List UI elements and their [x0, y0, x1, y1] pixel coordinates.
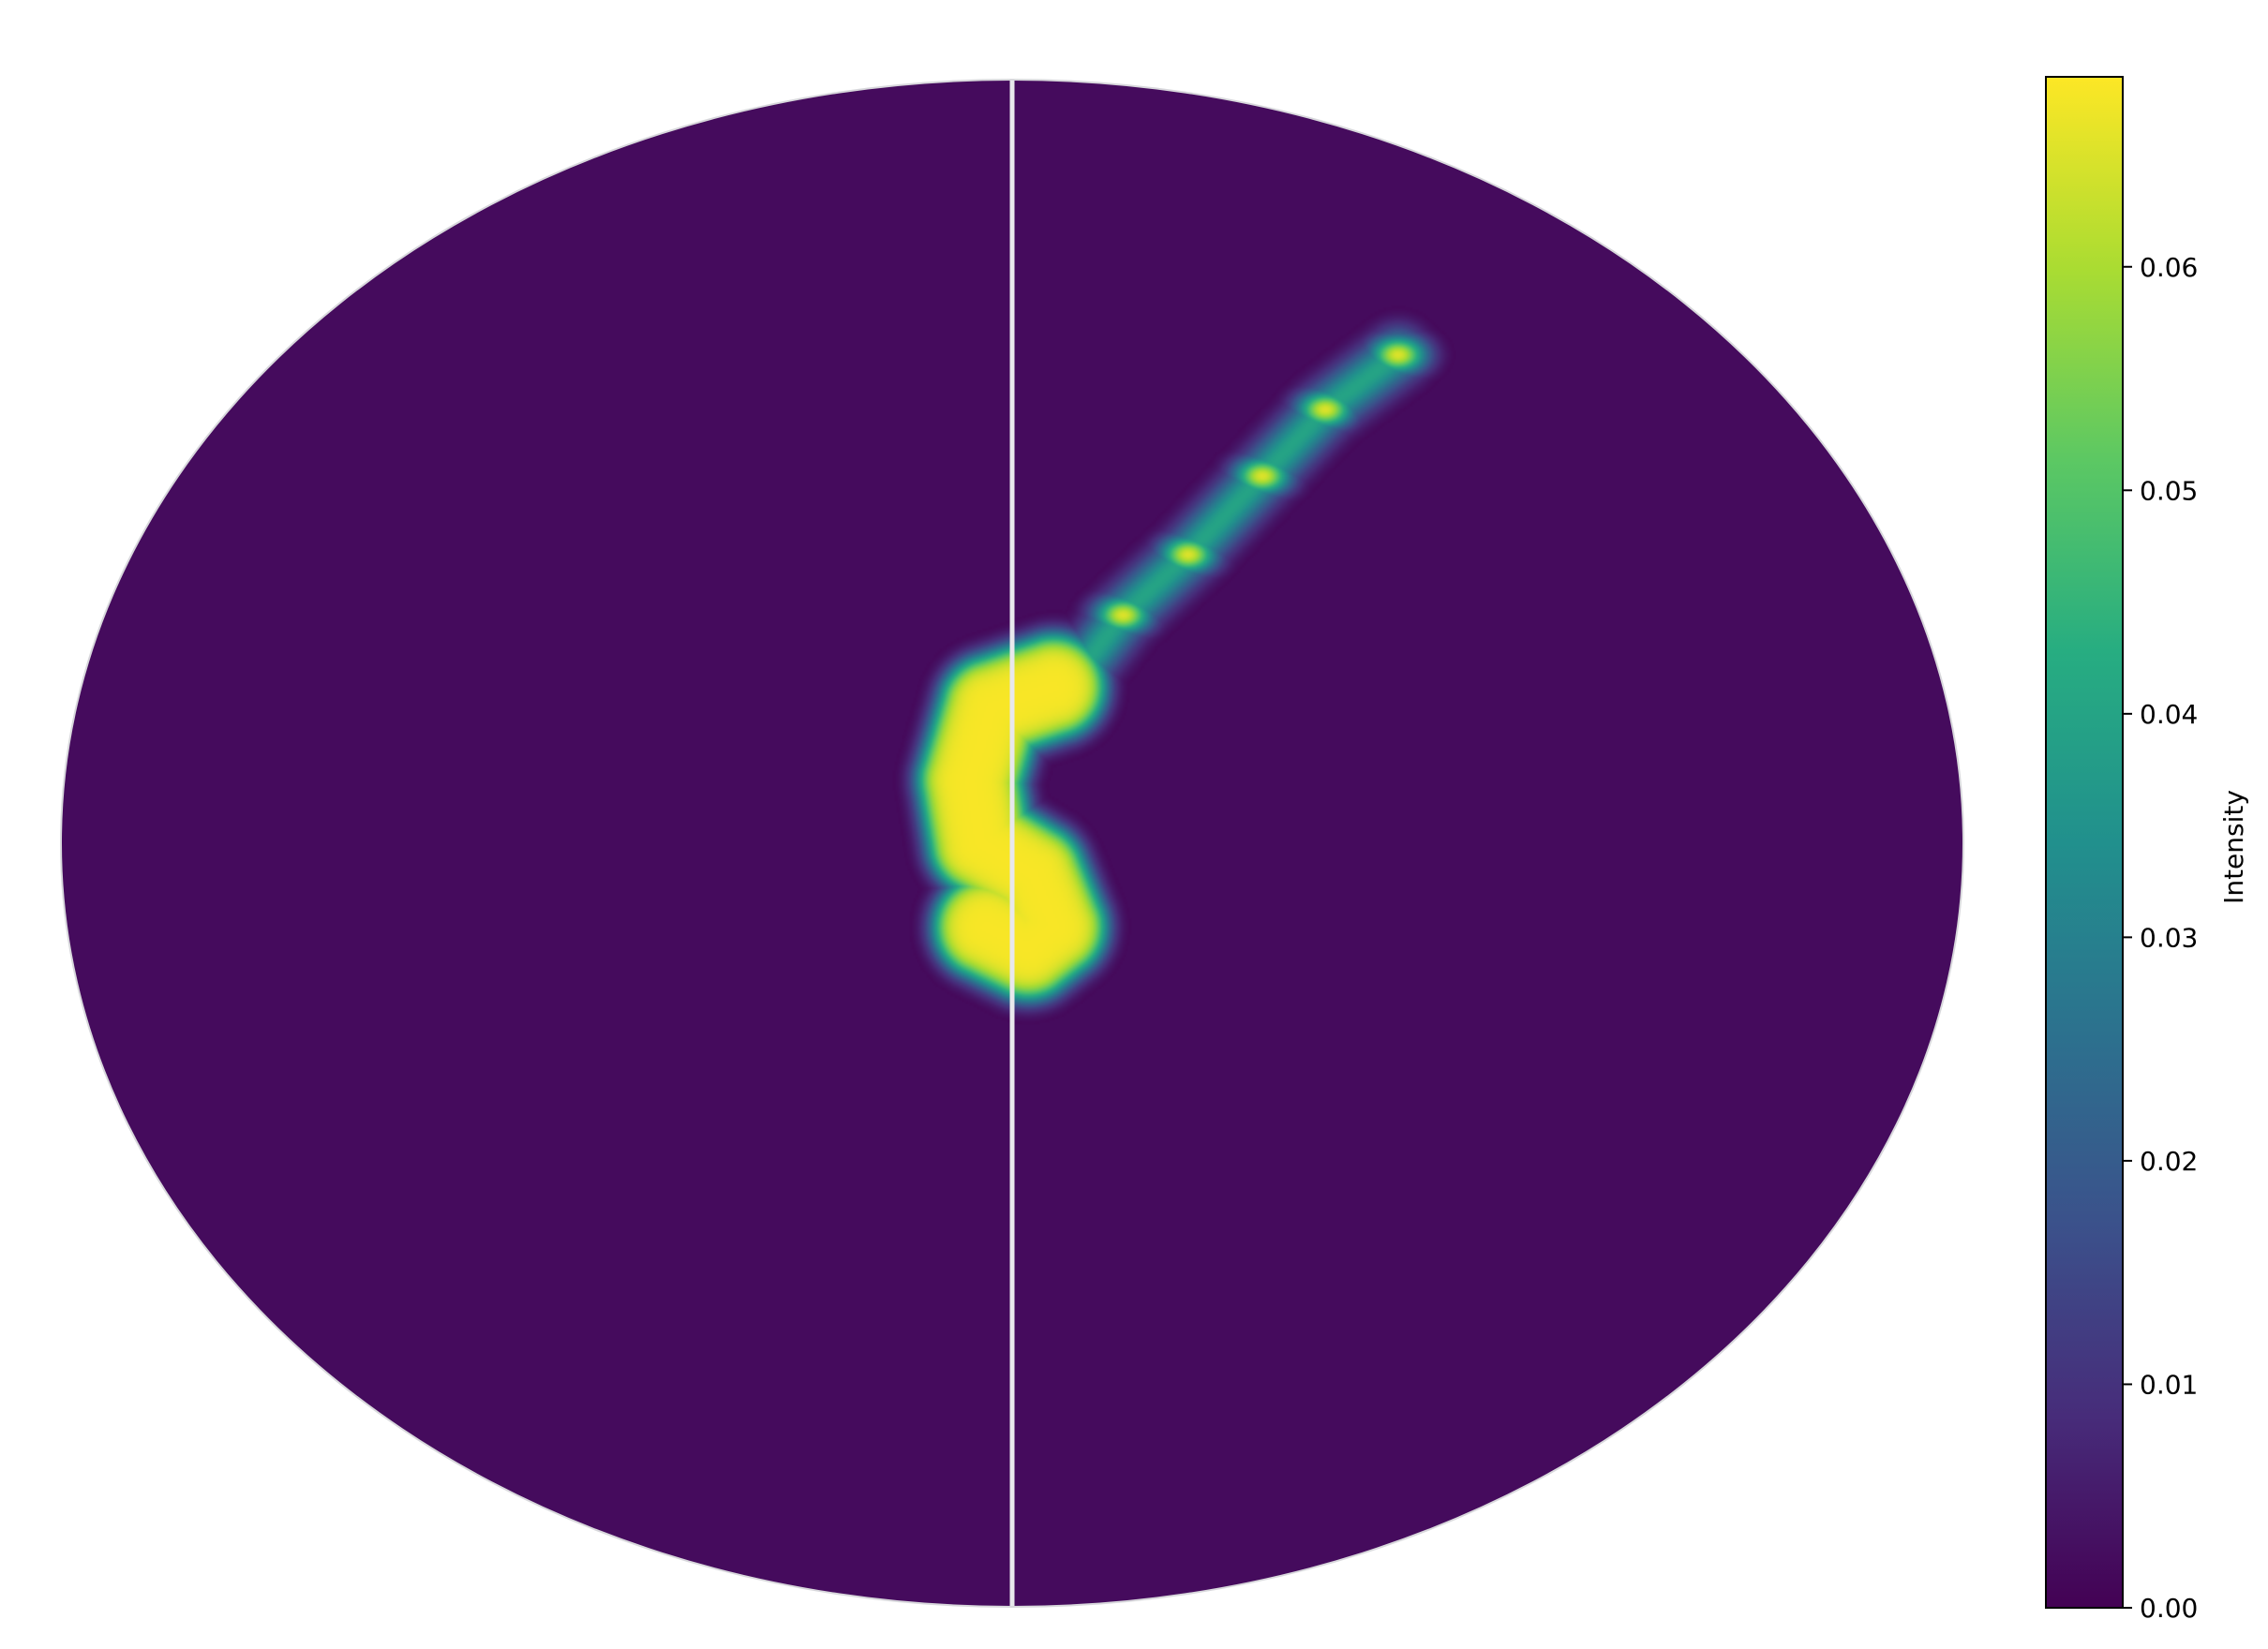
map-panel [60, 79, 1964, 1608]
colorbar-gradient [2046, 77, 2123, 1608]
colorbar-tick-label: 0.03 [2140, 922, 2198, 953]
map-boundary [60, 79, 1964, 1608]
colorbar-tick-label: 0.04 [2140, 699, 2198, 730]
colorbar-tick-label: 0.06 [2140, 252, 2198, 283]
colorbar-tick-label: 0.01 [2140, 1369, 2198, 1400]
colorbar-label: Intensity [2218, 790, 2249, 904]
colorbar-tick-label: 0.02 [2140, 1146, 2198, 1177]
colorbar-tick-label: 0.05 [2140, 475, 2198, 506]
colorbar-frame [2045, 76, 2124, 1609]
colorbar-tick-label: 0.00 [2140, 1593, 2198, 1624]
colorbar-ticks: 0.00 0.01 0.02 0.03 0.04 0.05 0.06 [2123, 252, 2198, 1624]
colorbar: 0.00 0.01 0.02 0.03 0.04 0.05 0.06 Intensity [2045, 76, 2249, 1624]
